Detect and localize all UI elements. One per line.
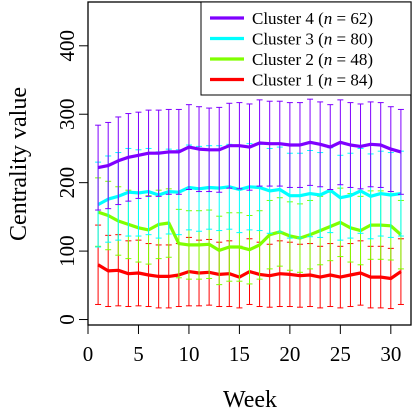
x-tick-label: 25 [330, 342, 351, 366]
y-tick-label: 400 [55, 30, 79, 62]
y-tick-label: 200 [55, 167, 79, 199]
series-line [97, 140, 402, 170]
legend-entry: Cluster 3 (n = 80) [252, 30, 373, 49]
y-axis: 0 100 200 300 400 [55, 30, 88, 325]
y-tick-label: 100 [55, 235, 79, 266]
x-tick-label: 5 [133, 342, 144, 366]
y-axis-label: Centrality value [6, 87, 32, 241]
legend-entry: Cluster 1 (n = 84) [252, 71, 373, 90]
x-tick-label: 30 [380, 342, 401, 366]
x-axis: 0 5 10 15 20 25 30 [83, 324, 401, 366]
x-tick-label: 10 [178, 342, 199, 366]
y-tick-label: 300 [55, 98, 79, 130]
x-tick-label: 20 [279, 342, 300, 366]
x-axis-label: Week [223, 387, 277, 408]
legend-entry: Cluster 4 (n = 62) [252, 9, 373, 28]
x-tick-label: 0 [83, 342, 94, 366]
legend: Cluster 4 (n = 62)Cluster 3 (n = 80)Clus… [200, 1, 412, 96]
legend-entry: Cluster 2 (n = 48) [252, 50, 373, 69]
x-tick-label: 15 [229, 342, 250, 366]
series-layer [95, 98, 404, 310]
y-tick-label: 0 [55, 314, 79, 325]
series-cluster-4 [95, 98, 404, 211]
